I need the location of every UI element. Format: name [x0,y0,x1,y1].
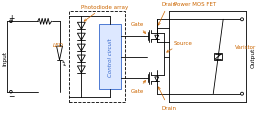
Polygon shape [77,66,85,73]
Polygon shape [77,45,85,52]
Polygon shape [77,34,85,41]
Text: LED: LED [52,42,63,47]
Text: Varistor: Varistor [235,44,256,49]
Text: Source: Source [167,40,192,53]
Text: −: − [8,91,14,100]
Bar [69,12,125,102]
Bar [214,53,222,61]
Text: Photodiode array: Photodiode array [81,5,128,22]
Polygon shape [77,56,85,62]
Polygon shape [155,36,159,40]
Text: Control circuit: Control circuit [108,38,112,77]
Text: +: + [8,14,14,23]
Text: Drain: Drain [158,2,176,26]
Text: Gate: Gate [130,81,145,93]
Polygon shape [155,77,159,81]
Text: Gate: Gate [130,22,145,34]
Polygon shape [77,23,85,30]
Text: Power MOS FET: Power MOS FET [174,2,216,7]
Polygon shape [57,47,62,60]
Bar [99,25,121,89]
Text: Drain: Drain [158,87,176,110]
Text: Input: Input [2,50,7,65]
Text: Output: Output [251,47,256,68]
